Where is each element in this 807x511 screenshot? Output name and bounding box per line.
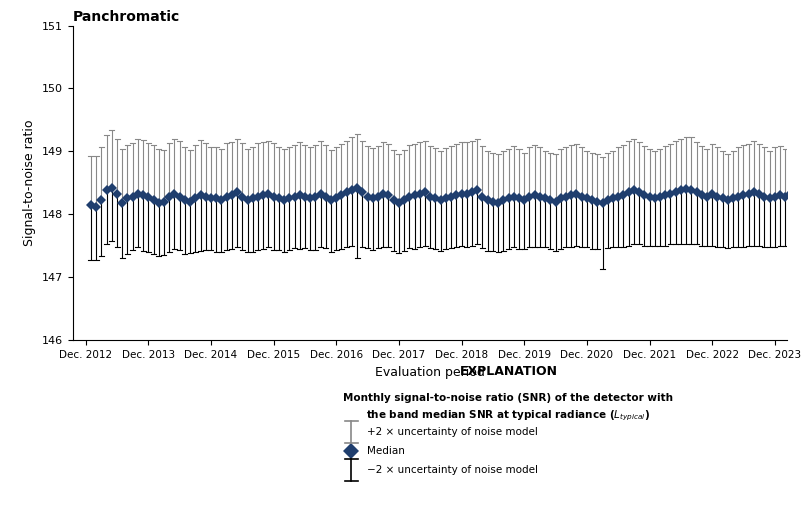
Text: −2 × uncertainty of noise model: −2 × uncertainty of noise model [367, 465, 538, 475]
Text: Median: Median [367, 446, 405, 456]
Y-axis label: Signal-to-noise ratio: Signal-to-noise ratio [23, 120, 36, 246]
X-axis label: Evaluation period: Evaluation period [374, 366, 485, 380]
Text: Panchromatic: Panchromatic [73, 10, 180, 25]
Text: +2 × uncertainty of noise model: +2 × uncertainty of noise model [367, 427, 538, 437]
Text: the band median SNR at typical radiance ($\mathbf{\mathit{L}_{\mathit{typical}}}: the band median SNR at typical radiance … [366, 409, 650, 423]
Text: Monthly signal-to-noise ratio (SNR) of the detector with: Monthly signal-to-noise ratio (SNR) of t… [344, 393, 673, 404]
Text: EXPLANATION: EXPLANATION [459, 365, 558, 378]
